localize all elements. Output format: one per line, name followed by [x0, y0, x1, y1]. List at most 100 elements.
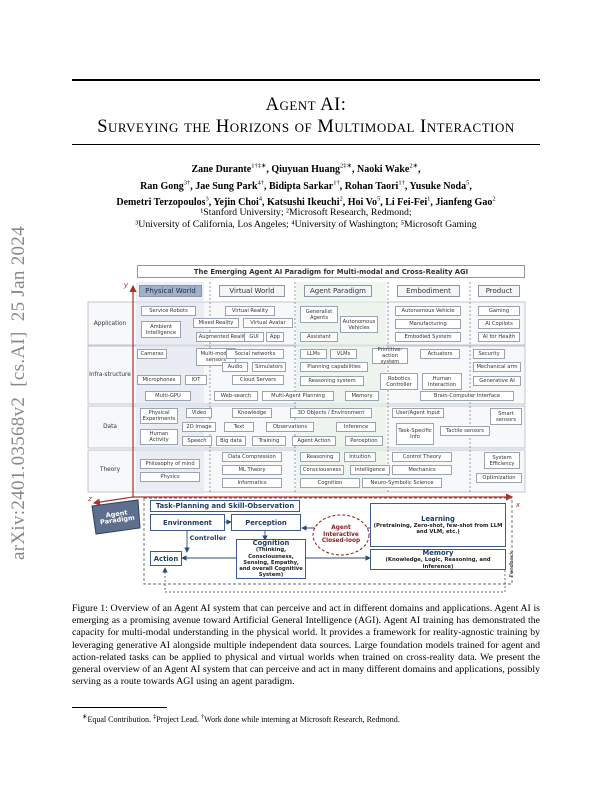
- authors: Zane Durante1†‡∗, Qiuyuan Huang2‡∗, Naok…: [72, 160, 540, 209]
- figure-cell: Social networks: [226, 349, 284, 359]
- figure-cell: Consciousness: [300, 465, 344, 475]
- footnote-mark: ‡: [153, 713, 157, 720]
- author-separator: ,: [339, 180, 343, 192]
- author-affiliation-mark: 4: [258, 195, 262, 203]
- figure-cell: App: [266, 332, 284, 342]
- learning-box: Learning (Pretraining, Zero-shot, few-sho…: [370, 503, 506, 547]
- figure-cell: Agent Action: [292, 436, 336, 446]
- figure-cell: Microphones: [137, 375, 181, 385]
- column-tint: [136, 282, 204, 494]
- figure-cell: Optimization: [476, 473, 522, 483]
- figure-cell: Virtual Avatar: [243, 318, 293, 328]
- author-separator: ,: [261, 196, 265, 208]
- figure-cell: Virtual Reality: [225, 306, 275, 316]
- figure-cell: 3D Objects / Environment: [290, 408, 372, 418]
- figure-cell: Human Activity: [140, 429, 178, 445]
- footnote-item: †Work done while interning at Microsoft …: [201, 713, 400, 724]
- author-separator: ,: [352, 164, 355, 176]
- author-name: Bidipta Sarkar: [269, 180, 334, 192]
- author-name: Jianfeng Gao: [435, 196, 493, 208]
- figure-cell: Perception: [345, 436, 383, 446]
- author-separator: ,: [430, 196, 433, 208]
- author-name: Jae Sung Park: [195, 180, 258, 192]
- controller-label: Controller: [189, 533, 227, 542]
- cognition-box-title: Cognition: [252, 539, 290, 548]
- author: Demetri Terzopoulos3,: [116, 195, 213, 208]
- figure-cell: Speech: [182, 436, 212, 446]
- author-affiliation-mark: 3: [205, 195, 209, 203]
- figure-cell: Security: [473, 349, 505, 359]
- memory-box: Memory (Knowledge, Logic, Reasoning, and …: [370, 549, 506, 570]
- figure-cell: Reasoning system: [300, 376, 364, 386]
- author-affiliation-mark: 2: [339, 195, 343, 203]
- figure-cell: Human Interaction: [422, 373, 462, 390]
- author: Katsushi Ikeuchi2,: [266, 195, 348, 208]
- figure-cell: Text: [224, 422, 254, 432]
- affiliation: ¹Stanford University; ²Microsoft Researc…: [200, 207, 412, 218]
- figure-lines: [87, 282, 526, 593]
- footnote-item: ∗Equal Contribution.: [82, 713, 153, 724]
- figure-cell: Embodied System: [395, 332, 461, 342]
- agent-paradigm-tag: [91, 499, 141, 535]
- figure-cell: User/Agent Input: [392, 408, 444, 418]
- figure-cell: Actuators: [420, 349, 460, 359]
- author-line: Ran Gong3†, Jae Sung Park4†, Bidipta Sar…: [72, 176, 540, 192]
- figure-cell: Generative AI: [473, 376, 521, 386]
- author-line: Demetri Terzopoulos3, Yejin Choi4, Katsu…: [72, 193, 540, 209]
- figure-cell: IOT: [185, 375, 207, 385]
- figure-cell: Web-search: [214, 391, 258, 401]
- figure-cell: AI Copilots: [478, 319, 520, 329]
- figure-cell: Generalist Agents: [300, 306, 338, 323]
- column-header: Agent Paradigm: [304, 285, 372, 297]
- axis-label: z: [88, 494, 92, 503]
- column-header: Embodiment: [397, 285, 460, 297]
- author-name: Li Fei-Fei: [385, 196, 428, 208]
- title-rule: [72, 144, 540, 145]
- figure-cell: Neuro-Symbolic Science: [362, 478, 442, 488]
- author-affiliation-mark: 1†‡∗: [251, 163, 267, 170]
- figure-cell: Observations: [266, 422, 314, 432]
- author-affiliation-mark: 1†: [333, 179, 340, 187]
- environment-box: Environment: [150, 514, 225, 531]
- figure-cell: Mechanical arm: [473, 362, 521, 372]
- column-header: Product: [478, 285, 520, 297]
- axis-label: y: [123, 280, 129, 289]
- footnote: ∗Equal Contribution. ‡Project Lead. †Wor…: [82, 712, 542, 724]
- author: Naoki Wake2∗,: [357, 163, 421, 175]
- author-name: Katsushi Ikeuchi: [266, 196, 340, 208]
- author-name: Rohan Taori: [344, 180, 399, 192]
- figure-cell: Inference: [336, 422, 376, 432]
- author-separator: ,: [266, 164, 269, 176]
- cognition-box-description: (Thinking, Consciousness, Sensing, Empat…: [239, 547, 303, 579]
- author-name: Yusuke Noda: [409, 180, 467, 192]
- footnote-mark: ∗: [82, 713, 88, 720]
- figure-cell: Memory: [345, 391, 379, 401]
- feedback-arrow: [162, 567, 506, 593]
- footnote-text: Project Lead.: [156, 714, 199, 724]
- perception-box: Perception: [231, 514, 301, 531]
- author-separator: ,: [208, 196, 212, 208]
- figure-cell: AI for Health: [478, 332, 520, 342]
- figure-cell: Philosophy of mind: [140, 459, 200, 469]
- figure-cell: Cameras: [137, 349, 167, 359]
- figure-cell: Smart sensors: [490, 408, 522, 425]
- author-affiliation-mark: 5: [466, 179, 470, 187]
- figure-cell: Audio: [222, 362, 248, 372]
- figure-cell: GUI: [244, 332, 264, 342]
- figure-cell: Cloud Servers: [232, 375, 284, 385]
- task-box: Task-Planning and Skill-Observation: [150, 500, 300, 512]
- figure-header: The Emerging Agent AI Paradigm for Multi…: [137, 265, 525, 278]
- memory-box-description: (Knowledge, Logic, Reasoning, and Infere…: [385, 557, 491, 570]
- figure-cell: Primitive-action system: [372, 347, 408, 365]
- author: Li Fei-Fei1,: [385, 196, 435, 208]
- figure-cell: VLMs: [330, 349, 357, 359]
- row-label: Theory: [99, 466, 121, 473]
- loop-frame: [143, 497, 513, 585]
- column-header: Virtual World: [219, 285, 285, 297]
- author-affiliation-mark: 2‡∗: [340, 163, 352, 170]
- figure-cell: Physics: [140, 472, 200, 482]
- author-name: Zane Durante: [191, 164, 252, 176]
- author-affiliation-mark: 2: [492, 195, 496, 203]
